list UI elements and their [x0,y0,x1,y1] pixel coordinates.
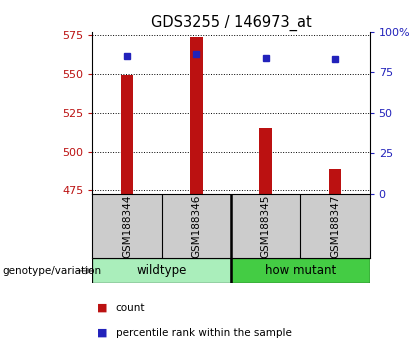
Text: percentile rank within the sample: percentile rank within the sample [116,328,291,338]
Title: GDS3255 / 146973_at: GDS3255 / 146973_at [151,14,311,30]
Text: count: count [116,303,145,313]
Bar [92,258,231,283]
Text: GSM188344: GSM188344 [122,194,132,258]
Text: GSM188347: GSM188347 [330,194,340,258]
Bar [190,36,202,194]
Text: GSM188345: GSM188345 [261,194,270,258]
Text: ■: ■ [97,328,107,338]
Bar [329,169,341,194]
Text: genotype/variation: genotype/variation [2,266,101,276]
Bar [231,258,370,283]
Bar [121,75,133,194]
Bar [260,128,272,194]
Text: wildtype: wildtype [136,264,187,277]
Text: ■: ■ [97,303,107,313]
Text: how mutant: how mutant [265,264,336,277]
Text: GSM188346: GSM188346 [192,194,201,258]
